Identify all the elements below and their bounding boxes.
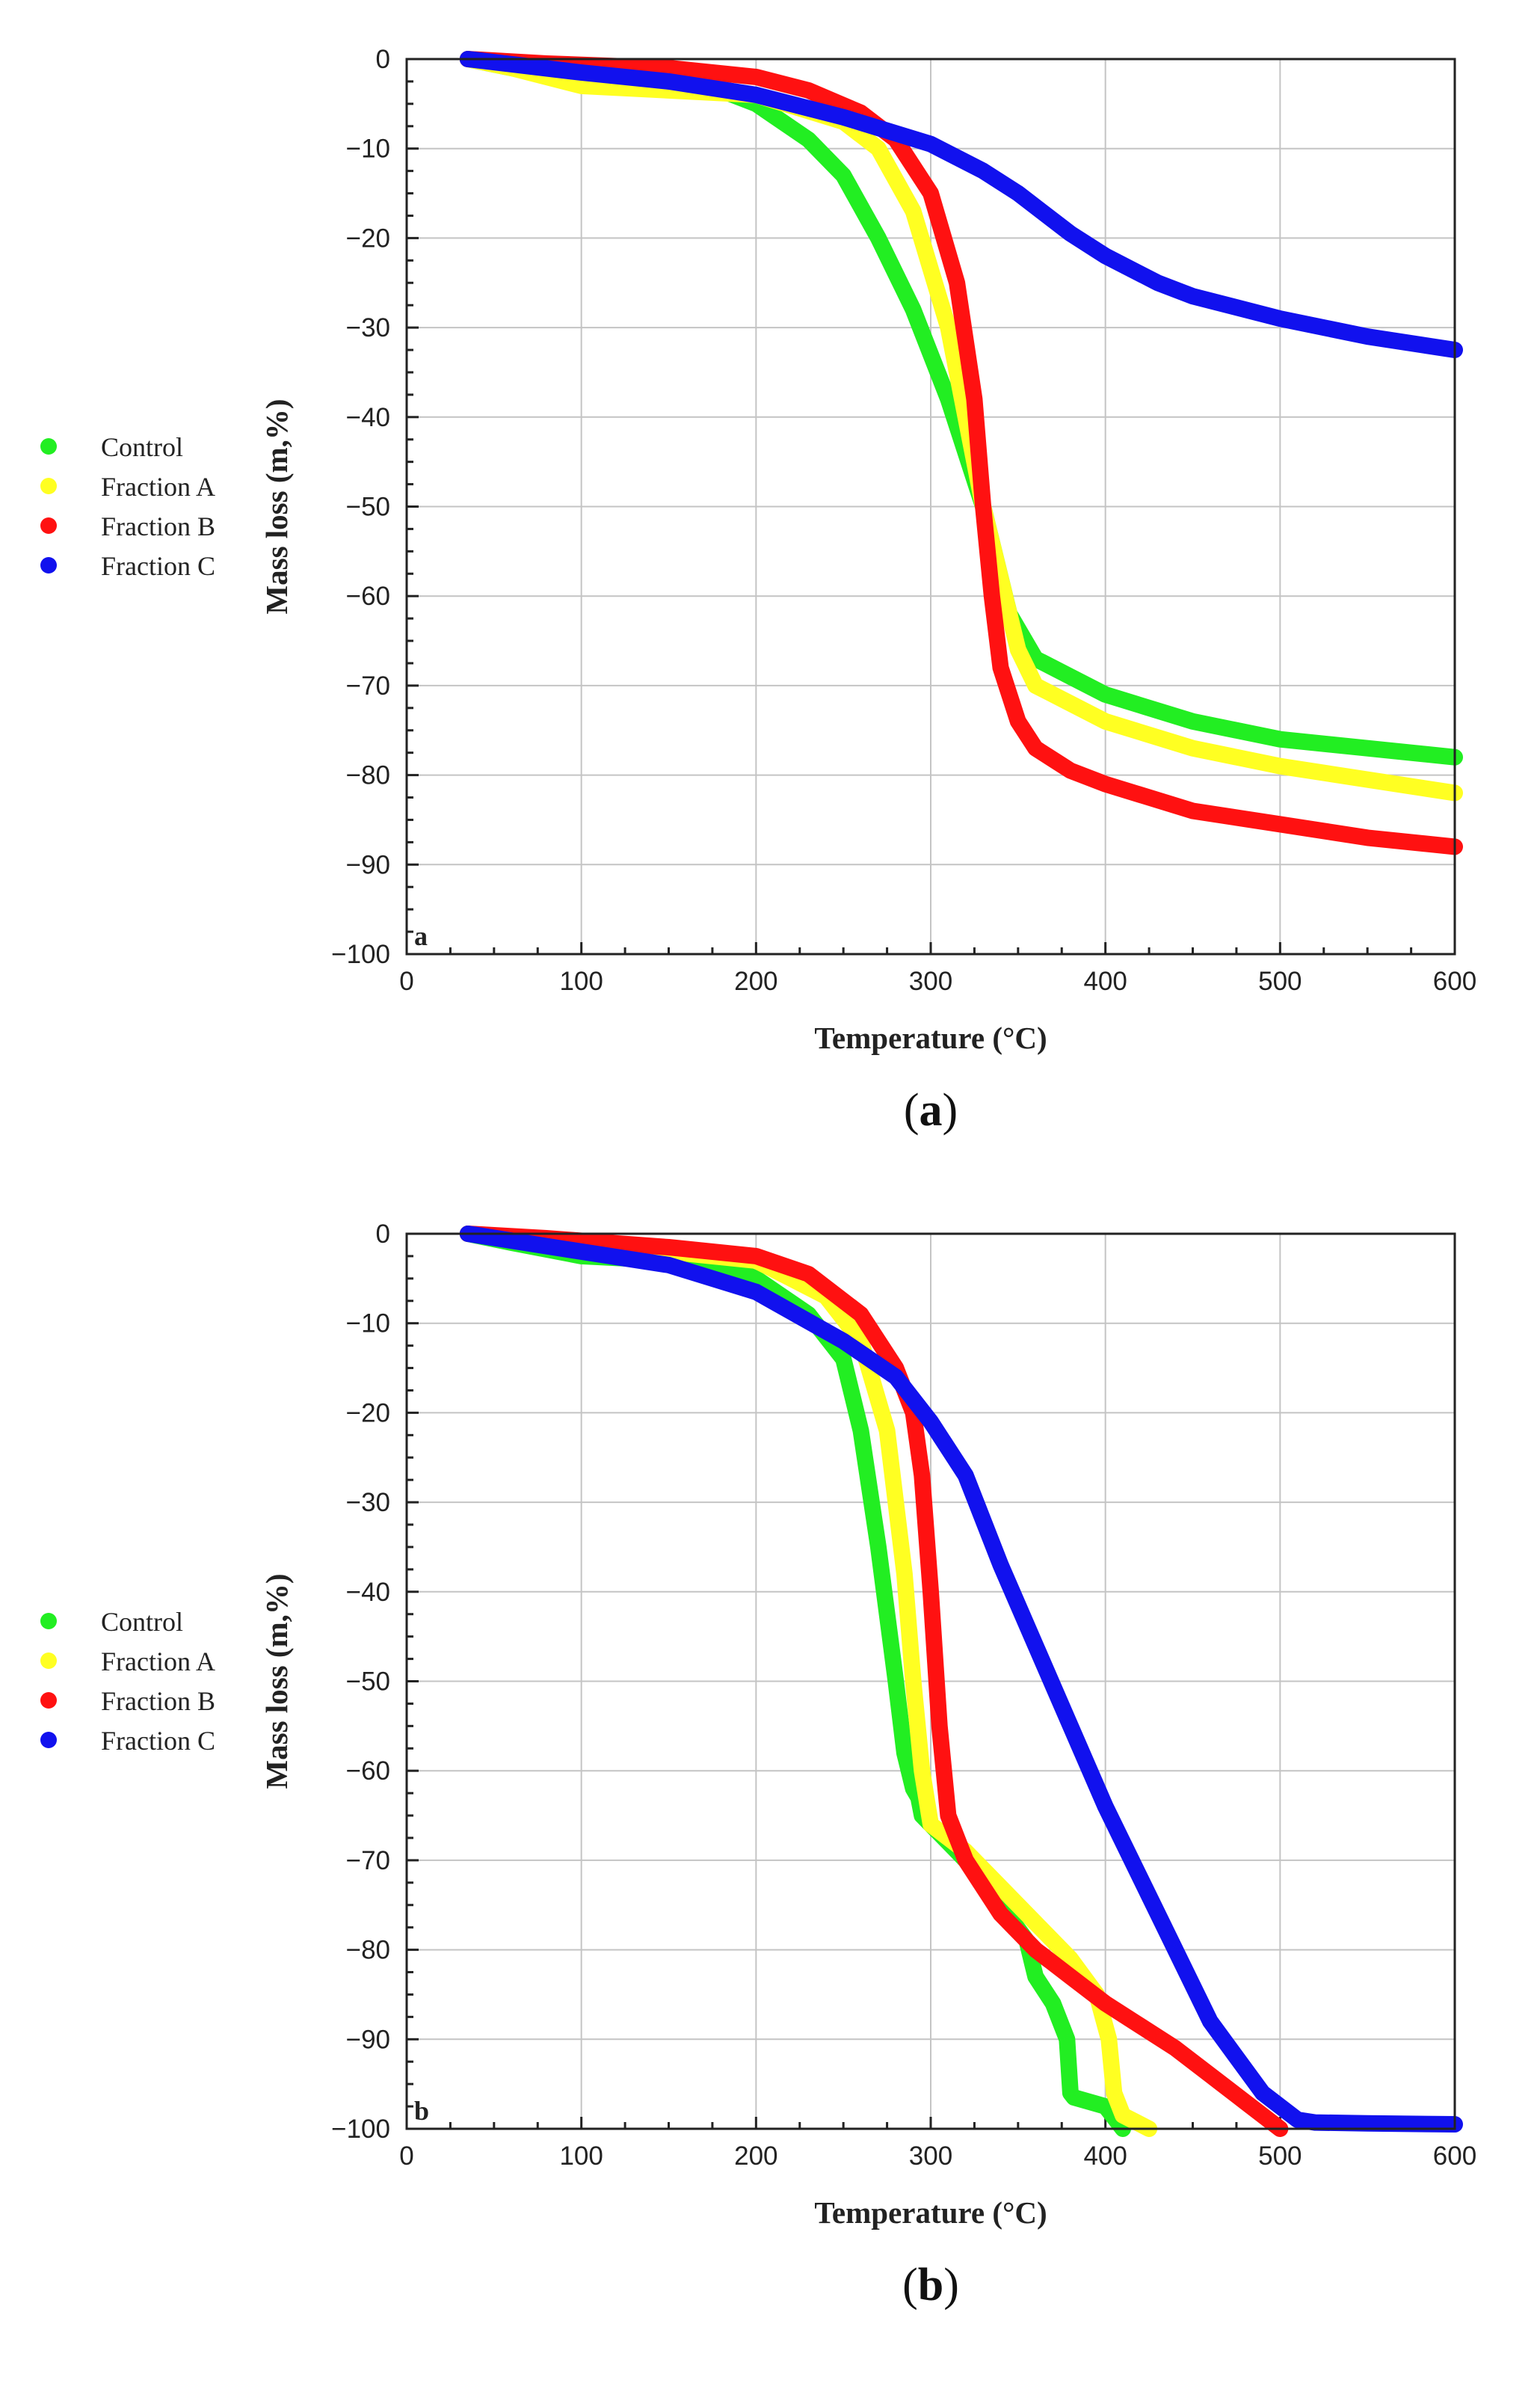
x-tick-label: 300 (909, 2141, 952, 2171)
series-line-fraction-b (459, 51, 1463, 855)
y-tick-label: −60 (346, 582, 390, 611)
plot-frame (405, 1232, 1456, 2130)
x-tick-label: 200 (734, 967, 777, 996)
y-tick-label: −40 (346, 1578, 390, 1607)
panel-caption: (a) (904, 1085, 958, 1136)
legend-marker (40, 1692, 57, 1709)
series-line-fraction-c (459, 1226, 1463, 2133)
x-tick-label: 100 (559, 967, 603, 996)
y-axis-title: Mass loss (m,%) (259, 399, 294, 614)
y-axis-title: Mass loss (m,%) (259, 1573, 294, 1789)
plot-frame (405, 58, 1456, 956)
x-tick-label: 400 (1083, 967, 1127, 996)
y-tick-label: −60 (346, 1756, 390, 1786)
series-line-fraction-c (459, 51, 1463, 358)
y-tick-label: −100 (331, 2115, 390, 2144)
x-tick-label: 200 (734, 2141, 777, 2171)
panel-letter: b (414, 2096, 429, 2126)
series-line-fraction-a (459, 51, 1463, 802)
x-tick-label: 300 (909, 967, 952, 996)
y-tick-label: −70 (346, 671, 390, 701)
x-tick-label: 500 (1258, 2141, 1302, 2171)
legend-marker (40, 1652, 57, 1669)
legend-label: Control (101, 1607, 183, 1637)
legend-marker (40, 1732, 57, 1748)
y-tick-label: 0 (376, 45, 390, 74)
legend-label: Fraction B (101, 1686, 215, 1716)
y-tick-label: −80 (346, 1936, 390, 1965)
y-tick-label: −50 (346, 493, 390, 522)
x-tick-label: 100 (559, 2141, 603, 2171)
legend-marker (40, 478, 57, 494)
y-tick-label: 0 (376, 1220, 390, 1249)
legend-label: Fraction A (101, 1646, 215, 1676)
y-tick-label: −100 (331, 940, 390, 969)
legend: Control Fraction A Fraction B Fraction C (40, 432, 215, 581)
legend-label: Control (101, 432, 183, 462)
x-tick-label: 600 (1433, 2141, 1476, 2171)
y-tick-label: −20 (346, 224, 390, 253)
legend-label: Fraction C (101, 551, 215, 581)
legend-marker (40, 438, 57, 455)
legend-label: Fraction A (101, 472, 215, 502)
chart-panel-a: 0 100 200 300 400 500 600 0 −10 −20 −30 −40 −50 −60 −7… (40, 45, 1476, 1136)
y-tick-label: −10 (346, 135, 390, 164)
legend-label: Fraction B (101, 511, 215, 541)
legend-marker (40, 1613, 57, 1629)
x-tick-label: 0 (399, 967, 413, 996)
legend-label: Fraction C (101, 1726, 215, 1756)
x-tick-label: 600 (1433, 967, 1476, 996)
x-tick-label: 400 (1083, 2141, 1127, 2171)
chart-panel-b: 0 100 200 300 400 500 600 0 −10 −20 −30 −40 −50 −60 −7… (40, 1220, 1476, 2310)
y-tick-label: −50 (346, 1667, 390, 1697)
panel-letter: a (414, 921, 428, 951)
y-tick-label: −70 (346, 1846, 390, 1875)
y-tick-label: −90 (346, 850, 390, 879)
panel-caption: (b) (902, 2260, 959, 2310)
y-tick-label: −10 (346, 1309, 390, 1338)
y-tick-label: −30 (346, 313, 390, 342)
series-line-fraction-b (459, 1226, 1289, 2137)
x-tick-label: 500 (1258, 967, 1302, 996)
legend: Control Fraction A Fraction B Fraction C (40, 1607, 215, 1756)
legend-marker (40, 557, 57, 574)
y-tick-label: −80 (346, 761, 390, 790)
y-tick-label: −20 (346, 1398, 390, 1427)
x-axis-title: Temperature (°C) (814, 2195, 1047, 2230)
y-tick-label: −40 (346, 403, 390, 432)
x-axis-title: Temperature (°C) (814, 1021, 1047, 1055)
y-tick-label: −30 (346, 1488, 390, 1517)
x-tick-label: 0 (399, 2141, 413, 2171)
y-tick-label: −90 (346, 2025, 390, 2054)
legend-marker (40, 517, 57, 534)
